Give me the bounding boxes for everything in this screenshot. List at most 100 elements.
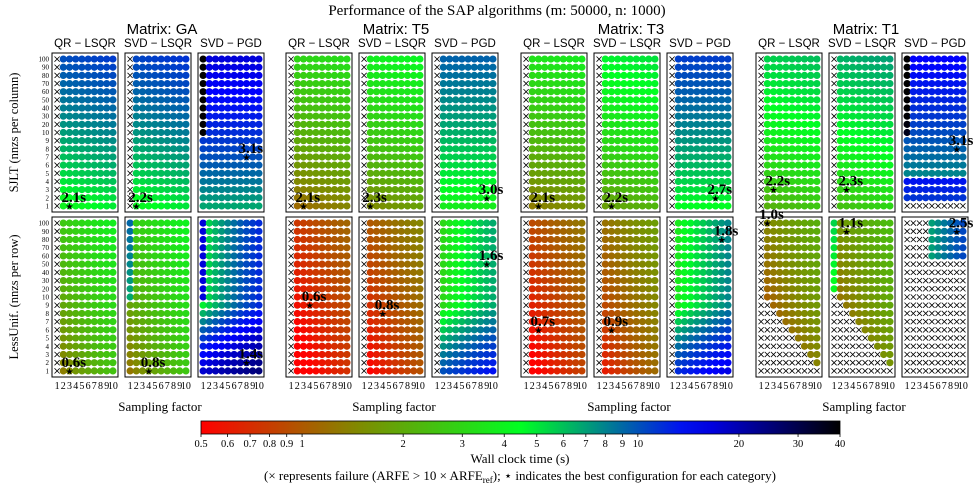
data-point bbox=[626, 161, 634, 169]
data-point bbox=[458, 169, 466, 177]
y-tick-label: 100 bbox=[39, 220, 50, 228]
data-point bbox=[565, 318, 574, 326]
data-point bbox=[813, 104, 821, 112]
data-point bbox=[416, 359, 424, 367]
data-point bbox=[330, 260, 339, 268]
failure-mark bbox=[929, 203, 935, 209]
data-point bbox=[59, 359, 67, 367]
data-point bbox=[794, 88, 802, 96]
data-point bbox=[157, 104, 165, 112]
data-point bbox=[439, 301, 447, 309]
data-point bbox=[343, 235, 351, 244]
data-point bbox=[78, 334, 86, 342]
data-point bbox=[445, 252, 454, 260]
x-tick-label: 10 bbox=[577, 381, 587, 392]
data-point bbox=[867, 96, 875, 104]
data-point bbox=[547, 161, 555, 169]
data-point bbox=[445, 112, 454, 120]
data-point bbox=[403, 79, 412, 88]
data-point bbox=[559, 293, 567, 301]
data-point bbox=[645, 169, 653, 177]
failure-mark bbox=[941, 302, 948, 309]
data-point bbox=[445, 63, 454, 71]
y-tick-label: 70 bbox=[42, 80, 50, 88]
data-point bbox=[867, 334, 875, 342]
data-point bbox=[651, 309, 659, 318]
data-point bbox=[372, 219, 381, 227]
data-point bbox=[458, 88, 466, 96]
data-point bbox=[559, 268, 567, 276]
data-point bbox=[705, 318, 713, 326]
data-point bbox=[464, 227, 472, 235]
method-label: QR − LSQR bbox=[288, 38, 350, 50]
data-point bbox=[439, 88, 447, 96]
failure-mark bbox=[361, 56, 367, 62]
data-point bbox=[90, 326, 98, 334]
data-point bbox=[638, 112, 647, 120]
failure-mark bbox=[596, 359, 602, 366]
data-point bbox=[126, 309, 134, 318]
data-point bbox=[489, 219, 497, 227]
failure-mark bbox=[669, 186, 675, 193]
data-point bbox=[776, 186, 784, 194]
failure-mark bbox=[783, 351, 789, 358]
data-point bbox=[163, 318, 171, 326]
failure-mark bbox=[837, 343, 844, 350]
data-point bbox=[547, 227, 555, 235]
data-point bbox=[699, 96, 707, 104]
data-point bbox=[65, 145, 74, 153]
data-point bbox=[157, 219, 165, 227]
data-point bbox=[959, 128, 967, 137]
failure-mark bbox=[669, 80, 675, 87]
data-point bbox=[337, 268, 345, 276]
data-point bbox=[614, 194, 622, 202]
data-point bbox=[553, 137, 561, 145]
best-time-label: 2.1s bbox=[296, 190, 321, 206]
data-point bbox=[236, 285, 244, 293]
data-point bbox=[103, 63, 111, 71]
data-point bbox=[372, 96, 381, 104]
data-point bbox=[157, 276, 165, 285]
data-point bbox=[205, 177, 213, 186]
data-point bbox=[718, 301, 726, 309]
data-point bbox=[776, 55, 784, 63]
best-time-label: 1.8s bbox=[714, 224, 739, 240]
data-point bbox=[830, 285, 838, 293]
failure-mark bbox=[54, 203, 60, 209]
failure-mark bbox=[910, 310, 917, 317]
failure-mark bbox=[596, 244, 602, 251]
data-point bbox=[372, 79, 381, 88]
data-point bbox=[867, 301, 875, 309]
data-point bbox=[614, 88, 622, 96]
data-point bbox=[312, 268, 320, 276]
data-point bbox=[626, 334, 634, 342]
data-point bbox=[763, 268, 771, 276]
data-point bbox=[651, 137, 659, 145]
data-point bbox=[445, 359, 454, 367]
failure-mark bbox=[434, 145, 440, 152]
data-point bbox=[366, 128, 374, 137]
data-point bbox=[299, 285, 308, 293]
data-point bbox=[337, 79, 345, 88]
data-point bbox=[782, 235, 790, 244]
data-point bbox=[138, 309, 147, 318]
data-point bbox=[915, 145, 924, 153]
failure-mark bbox=[916, 285, 923, 292]
data-point bbox=[842, 285, 851, 293]
failure-mark bbox=[953, 335, 960, 341]
data-point bbox=[788, 244, 796, 252]
data-point bbox=[476, 318, 485, 326]
data-point bbox=[483, 88, 491, 96]
failure-mark bbox=[831, 343, 837, 350]
failure-mark bbox=[916, 294, 923, 300]
data-point bbox=[343, 334, 351, 342]
x-tick-label: 6 bbox=[701, 381, 706, 392]
data-point bbox=[559, 252, 567, 260]
failure-mark bbox=[831, 64, 837, 71]
data-point bbox=[403, 120, 412, 128]
failure-mark bbox=[288, 80, 294, 87]
data-point bbox=[249, 186, 257, 194]
data-point bbox=[230, 301, 238, 309]
data-point bbox=[385, 186, 393, 194]
failure-mark bbox=[361, 294, 367, 300]
